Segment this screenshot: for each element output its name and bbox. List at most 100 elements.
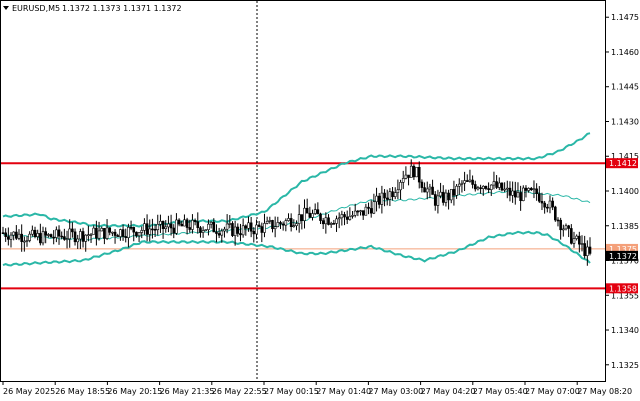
candle-body [337,217,341,220]
candle [105,219,109,241]
candle [28,231,31,243]
candle [570,224,573,245]
candle-body [49,234,53,238]
candle [433,191,437,211]
candle [345,210,349,224]
candle [460,180,464,193]
triangle-down-icon[interactable] [3,6,9,10]
candle [484,185,488,191]
candle-body [540,200,544,204]
candle [180,220,184,227]
candle [119,228,122,241]
candle-body [468,179,472,182]
candle [137,232,141,243]
candle [329,221,333,228]
candle [191,214,194,234]
x-tick-label: 27 May 03:00 [368,387,423,396]
candle [540,192,544,211]
candle-body [31,229,34,235]
candle-body [124,236,128,238]
bollinger-lower-band [2,230,591,267]
candle-body [164,226,168,229]
candle-body [36,233,39,237]
x-tick-label: 26 May 22:55 [212,387,267,396]
candle [207,219,210,236]
candle [297,204,301,233]
candle [47,233,50,238]
candle-body [409,165,413,178]
candle [308,206,312,219]
candle [276,216,280,228]
candle [161,220,165,239]
x-tick-label: 26 May 18:55 [55,387,110,396]
candle [519,185,522,211]
candle-body [452,189,456,196]
level-price-tag-bg [606,243,638,254]
candle [487,182,490,194]
candle [385,189,389,206]
candle [196,212,200,234]
candle-body [236,226,240,234]
candle-body [172,227,176,234]
candle [396,179,400,200]
candle-body [55,229,58,238]
candle-body [369,208,373,214]
candle [425,181,429,200]
current-price-tag-bg [606,250,638,261]
candle-body [532,188,536,191]
candle [383,189,386,207]
candle-body [193,220,197,222]
candle-body [1,232,5,235]
candle-body [364,206,368,216]
candle [369,200,373,218]
candle [20,224,23,252]
candle [399,179,402,200]
candle-body [383,192,386,199]
candle [319,212,322,225]
candle [223,226,226,238]
candle-body [353,210,357,216]
candle [244,224,248,236]
candle-body [441,191,445,203]
candle [564,223,568,231]
candle [268,216,272,224]
candle [103,228,106,245]
candle-body [268,220,272,222]
candle-body [60,235,64,238]
candle-body [260,226,264,233]
y-tick-label: 1.1370 [611,257,639,266]
candle [60,231,64,240]
candle-body [151,228,154,231]
candle [343,211,346,226]
candle [81,227,85,248]
candle [567,224,570,238]
candle [129,220,133,231]
candle [49,233,53,238]
candle-body [428,186,432,190]
candle-body [220,230,224,236]
candle [316,202,320,215]
candle [55,226,58,243]
candle-body [233,226,237,236]
candle-body [180,223,184,227]
candle-body [279,222,282,225]
candle [559,217,562,240]
candle-body [73,231,77,243]
candle-body [385,197,389,200]
candle [492,171,496,190]
candle [415,166,418,178]
candle-body [393,192,397,197]
candle [159,214,162,233]
candle [76,234,80,249]
candle-body [399,182,402,191]
candle [151,218,154,239]
candle-body [175,219,178,234]
candle-body [81,231,85,242]
candle-body [215,231,218,234]
candle [31,225,34,237]
candle-body [295,223,298,227]
candle [423,182,426,193]
candle [65,230,69,249]
candle-body [185,219,189,228]
